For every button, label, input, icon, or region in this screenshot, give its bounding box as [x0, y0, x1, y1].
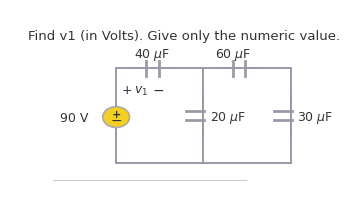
- Text: 20 $\mu$F: 20 $\mu$F: [210, 110, 246, 125]
- Text: $v_1$: $v_1$: [134, 84, 148, 97]
- Text: 30 $\mu$F: 30 $\mu$F: [297, 110, 333, 125]
- Text: +: +: [122, 84, 132, 97]
- Text: 60 $\mu$F: 60 $\mu$F: [215, 47, 251, 63]
- Text: 90 V: 90 V: [60, 111, 88, 124]
- Text: 40 $\mu$F: 40 $\mu$F: [134, 47, 171, 63]
- Text: −: −: [152, 84, 164, 97]
- Ellipse shape: [103, 107, 130, 128]
- Text: +: +: [112, 110, 121, 120]
- Text: −: −: [110, 113, 122, 127]
- Text: Find v1 (in Volts). Give only the numeric value.: Find v1 (in Volts). Give only the numeri…: [28, 29, 341, 42]
